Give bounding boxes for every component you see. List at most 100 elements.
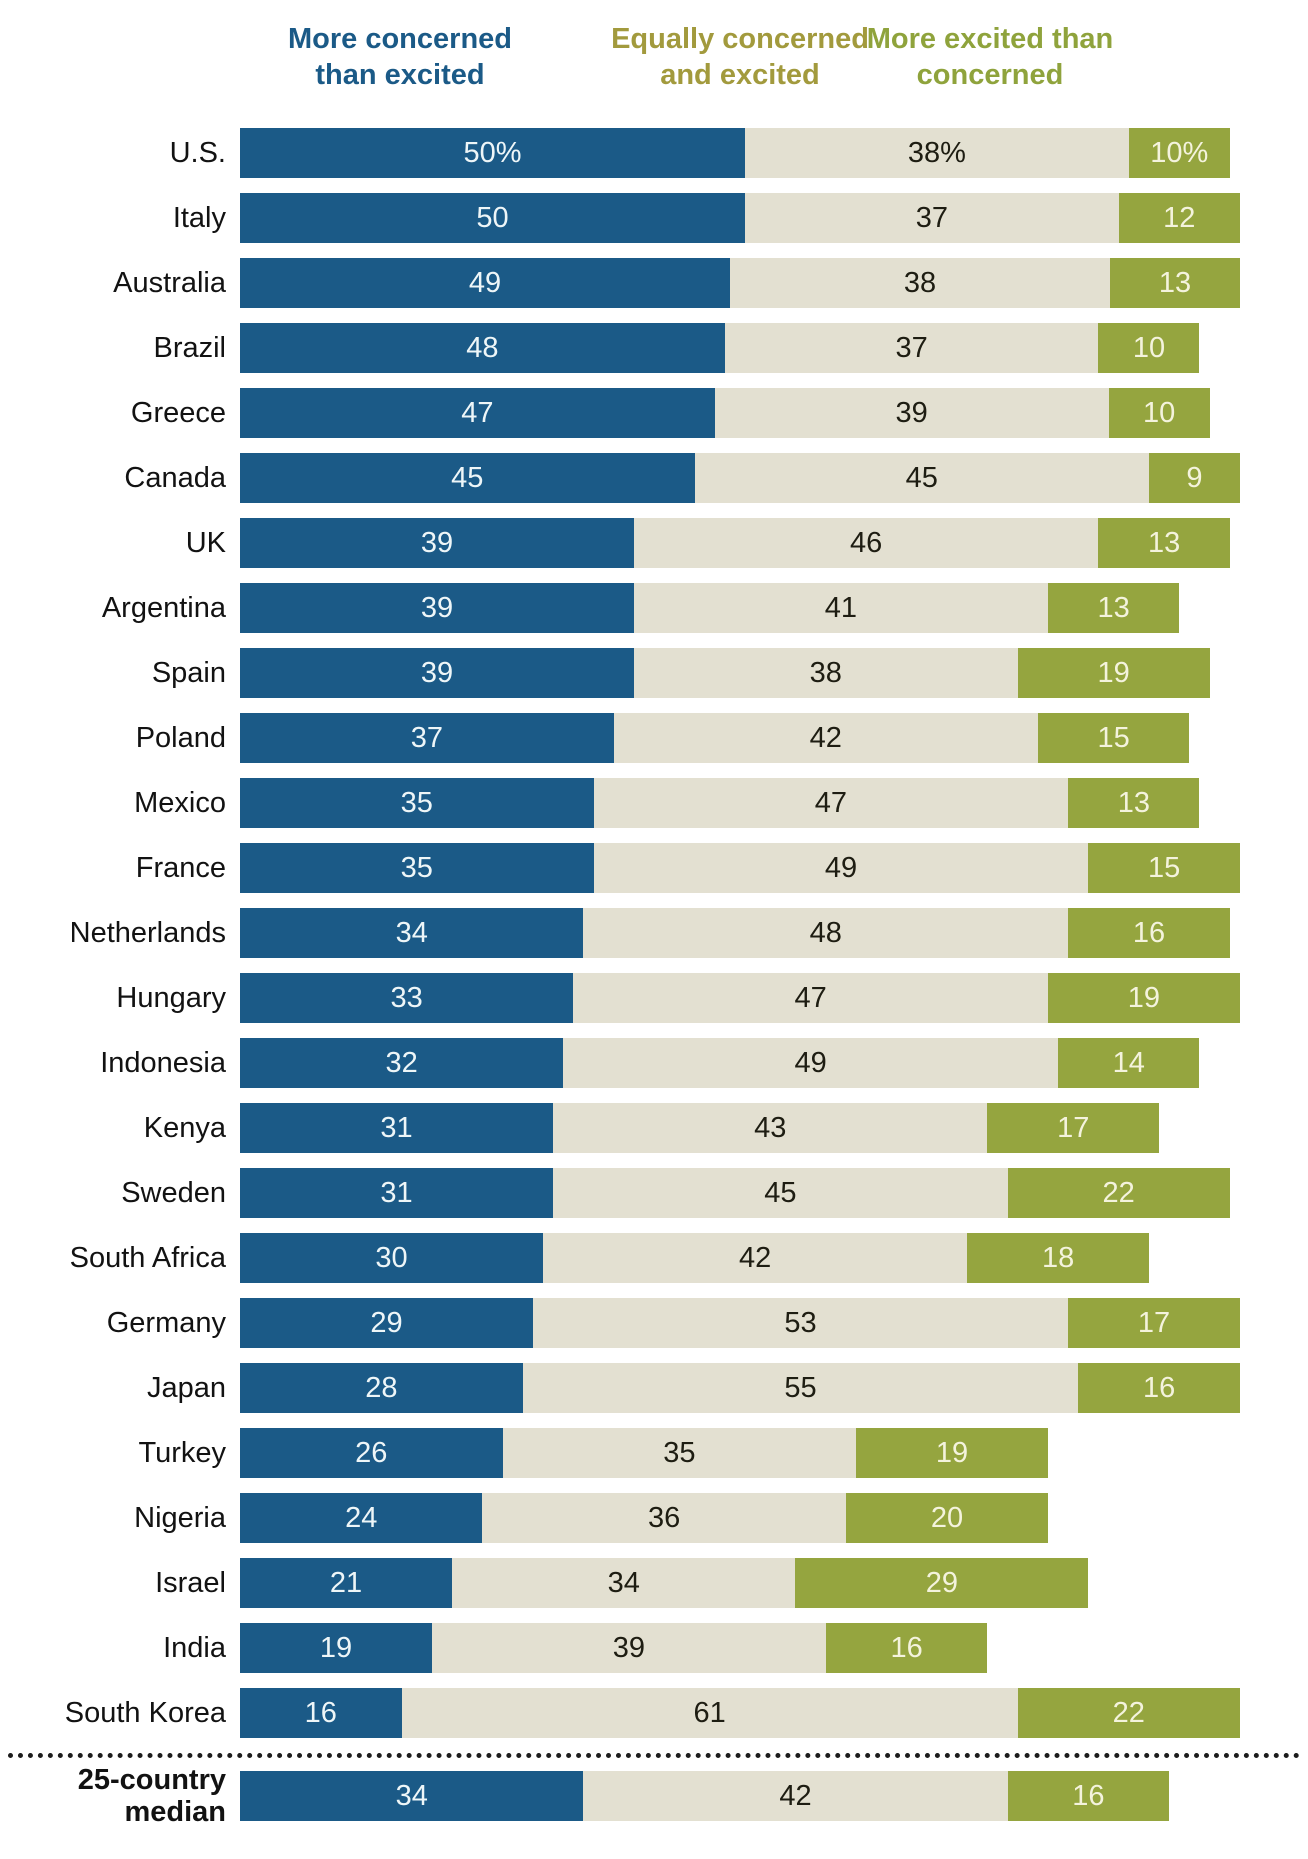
country-label: India [163,1631,226,1664]
country-label: Italy [172,201,226,234]
country-label: Turkey [138,1436,226,1469]
country-label: Kenya [143,1111,226,1144]
bar-value: 14 [1112,1046,1145,1079]
bar-value: 46 [850,526,883,559]
table-row: 25-country median 34 42 16 [0,1764,1308,1828]
bar-segment-equal: 35 [502,1428,857,1478]
table-row: France 35 49 15 [0,843,1308,893]
bar-segment-excited: 17 [987,1103,1160,1153]
bar-segment-concerned: 33 [240,973,574,1023]
bar-value: 16 [1142,1371,1176,1404]
bar-value: 50 [476,201,509,234]
bar-value: 50% [463,136,522,169]
median-separator-line [8,1753,1300,1758]
table-row: Kenya 31 43 17 [0,1103,1308,1153]
bar-value: 29 [925,1566,959,1599]
bar-segment-concerned: 39 [240,583,634,633]
bar-track: 21 34 29 [240,1558,1240,1608]
bar-segment-concerned: 19 [240,1623,432,1673]
bar-value: 37 [915,201,948,234]
bar-segment-concerned: 31 [240,1168,554,1218]
bar-value: 9 [1186,461,1203,494]
bar-value: 34 [607,1566,640,1599]
table-row: Israel 21 34 29 [0,1558,1308,1608]
bar-segment-excited: 13 [1098,518,1230,568]
bar-value: 39 [612,1631,645,1664]
bar-value: 15 [1097,721,1130,754]
bar-value: 28 [365,1371,398,1404]
bar-value: 36 [648,1501,681,1534]
bar-value: 35 [400,851,433,884]
bar-segment-equal: 48 [583,908,1069,958]
table-row: Netherlands 34 48 16 [0,908,1308,958]
country-label: Indonesia [100,1046,226,1079]
bar-value: 49 [824,851,858,884]
bar-segment-excited: 9 [1149,453,1240,503]
bar-value: 15 [1148,851,1181,884]
bar-segment-concerned: 48 [240,323,725,373]
bar-segment-excited: 10% [1128,128,1230,178]
bar-segment-concerned: 47 [240,388,715,438]
table-row: India 19 39 16 [0,1623,1308,1673]
table-row: Japan 28 55 16 [0,1363,1308,1413]
country-label: Canada [124,461,226,494]
bar-value: 43 [754,1111,787,1144]
bar-track: 35 47 13 [240,778,1240,828]
bar-segment-equal: 49 [593,843,1089,893]
bar-segment-concerned: 34 [240,1771,584,1821]
bar-segment-excited: 14 [1058,1038,1200,1088]
bar-segment-excited: 18 [967,1233,1149,1283]
bar-track: 32 49 14 [240,1038,1240,1088]
bar-value: 42 [738,1241,772,1274]
bar-value: 20 [930,1501,964,1534]
bar-segment-excited: 22 [1007,1168,1230,1218]
country-label: Japan [146,1371,226,1404]
table-row: Argentina 39 41 13 [0,583,1308,633]
country-label: Nigeria [134,1501,226,1534]
bar-value: 41 [824,591,858,624]
bar-value: 53 [784,1306,817,1339]
bar-value: 39 [420,656,454,689]
bar-value: 13 [1097,591,1130,624]
bar-value: 19 [1097,656,1130,689]
country-label: Hungary [116,981,226,1014]
bar-value: 35 [400,786,433,819]
bar-segment-excited: 19 [856,1428,1048,1478]
bar-segment-excited: 15 [1037,713,1190,763]
bar-segment-excited: 15 [1088,843,1240,893]
country-label: Netherlands [69,916,226,949]
bar-segment-concerned: 21 [240,1558,453,1608]
bar-segment-equal: 42 [543,1233,968,1283]
bar-track: 31 45 22 [240,1168,1240,1218]
bar-segment-concerned: 16 [240,1688,402,1738]
table-row: UK 39 46 13 [0,518,1308,568]
bar-segment-equal: 45 [553,1168,1008,1218]
bar-track: 45 45 9 [240,453,1240,503]
bar-segment-excited: 16 [1068,908,1230,958]
bar-value: 39 [895,396,928,429]
bar-value: 13 [1117,786,1150,819]
bar-value: 16 [1132,916,1166,949]
bar-track: 34 48 16 [240,908,1240,958]
bar-segment-equal: 38% [745,128,1129,178]
bar-segment-excited: 22 [1017,1688,1240,1738]
bar-segment-equal: 38 [633,648,1018,698]
table-row: Hungary 33 47 19 [0,973,1308,1023]
bar-value: 19 [935,1436,969,1469]
bar-value: 38 [903,266,937,299]
bar-value: 13 [1148,526,1181,559]
bar-segment-equal: 36 [482,1493,846,1543]
bar-value: 47 [814,786,847,819]
bar-segment-concerned: 35 [240,778,594,828]
bar-segment-equal: 37 [724,323,1099,373]
bar-segment-concerned: 34 [240,908,584,958]
bar-track: 37 42 15 [240,713,1240,763]
table-row: Germany 29 53 17 [0,1298,1308,1348]
country-label: Sweden [121,1176,226,1209]
bar-track: 39 41 13 [240,583,1240,633]
table-row: Italy 50 37 12 [0,193,1308,243]
bar-segment-excited: 19 [1047,973,1240,1023]
bar-value: 22 [1112,1696,1145,1729]
country-label: South Korea [64,1696,226,1729]
bar-value: 31 [380,1111,413,1144]
